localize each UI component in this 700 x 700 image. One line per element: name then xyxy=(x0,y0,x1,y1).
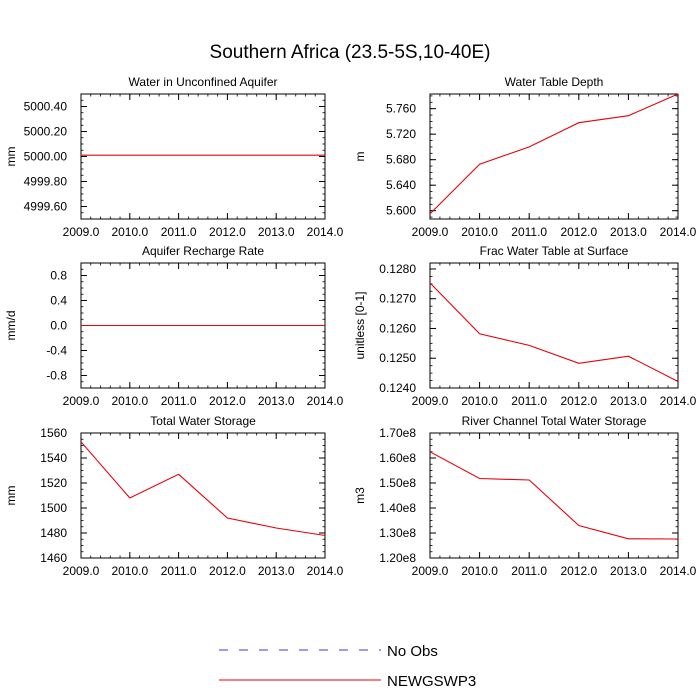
y-tick-label: -0.8 xyxy=(46,369,67,383)
x-tick-label: 2009.0 xyxy=(63,394,100,408)
y-tick-label: 0.0 xyxy=(50,319,67,333)
x-tick-label: 2012.0 xyxy=(209,564,246,578)
y-tick-label: 5.720 xyxy=(386,127,416,141)
y-tick-label: 1460 xyxy=(40,551,67,565)
x-tick-label: 2010.0 xyxy=(461,394,498,408)
x-tick-label: 2013.0 xyxy=(258,394,295,408)
y-tick-label: 1500 xyxy=(40,501,67,515)
x-tick-label: 2012.0 xyxy=(209,394,246,408)
y-tick-label: 1.30e8 xyxy=(379,526,416,540)
y-axis-label: mm xyxy=(4,147,18,167)
x-tick-label: 2014.0 xyxy=(307,394,344,408)
chart-title: Water Table Depth xyxy=(505,75,604,89)
y-tick-label: -0.4 xyxy=(46,344,67,358)
y-tick-label: 5000.20 xyxy=(24,125,68,139)
chart-title: Frac Water Table at Surface xyxy=(480,244,629,258)
series-line xyxy=(80,441,326,537)
plot-frame xyxy=(429,262,679,389)
chart-title: Water in Unconfined Aquifer xyxy=(129,75,278,89)
x-tick-label: 2013.0 xyxy=(610,394,647,408)
chart-panels: Water in Unconfined Aquifer mm 2009.0 2010.… xyxy=(4,75,697,578)
legend: No Obs NEWGSWP3 xyxy=(219,643,476,690)
y-tick-label: 4999.60 xyxy=(24,200,68,214)
chart-title: Total Water Storage xyxy=(150,414,256,428)
y-tick-label: 0.1240 xyxy=(379,381,416,395)
x-tick-label: 2014.0 xyxy=(660,564,697,578)
y-tick-label: 5000.00 xyxy=(24,150,68,164)
series-line xyxy=(429,282,679,382)
x-tick-label: 2012.0 xyxy=(560,394,597,408)
y-tick-label: 1540 xyxy=(40,451,67,465)
x-tick-label: 2010.0 xyxy=(111,225,148,239)
x-tick-label: 2011.0 xyxy=(511,225,547,239)
y-tick-label: 1520 xyxy=(40,476,67,490)
x-tick-label: 2011.0 xyxy=(511,394,547,408)
plot-frame xyxy=(429,93,679,220)
y-axis-label: m3 xyxy=(353,487,367,504)
chart-panel: Water in Unconfined Aquifer mm 2009.0 2010.… xyxy=(4,75,344,239)
y-tick-label: 0.1270 xyxy=(379,292,416,306)
y-tick-label: 5000.40 xyxy=(24,100,68,114)
x-tick-label: 2014.0 xyxy=(307,564,344,578)
x-tick-label: 2014.0 xyxy=(660,394,697,408)
x-tick-label: 2010.0 xyxy=(111,564,148,578)
x-tick-label: 2011.0 xyxy=(161,394,197,408)
chart-title: Aquifer Recharge Rate xyxy=(142,244,264,258)
y-axis-label: mm xyxy=(4,486,18,506)
series-line xyxy=(429,451,679,540)
x-tick-label: 2012.0 xyxy=(209,225,246,239)
x-tick-label: 2014.0 xyxy=(660,225,697,239)
chart-panel: River Channel Total Water Storage m3 2009.… xyxy=(353,414,697,578)
y-tick-label: 1.60e8 xyxy=(379,451,416,465)
plot-frame xyxy=(80,93,326,220)
x-tick-label: 2012.0 xyxy=(560,225,597,239)
chart-panel: Frac Water Table at Surface unitless [0-1… xyxy=(353,244,697,408)
y-tick-label: 1560 xyxy=(40,426,67,440)
y-tick-label: 5.760 xyxy=(386,102,416,116)
y-tick-label: 5.600 xyxy=(386,204,416,218)
y-tick-label: 0.1250 xyxy=(379,351,416,365)
y-axis-label: m xyxy=(353,152,367,162)
x-tick-label: 2014.0 xyxy=(307,225,344,239)
x-tick-label: 2009.0 xyxy=(63,225,100,239)
y-tick-label: 1.20e8 xyxy=(379,551,416,565)
figure-title: Southern Africa (23.5-5S,10-40E) xyxy=(210,42,491,63)
x-tick-label: 2013.0 xyxy=(258,564,295,578)
x-tick-label: 2011.0 xyxy=(511,564,547,578)
y-axis-label: unitless [0-1] xyxy=(353,291,367,359)
x-tick-label: 2011.0 xyxy=(161,225,197,239)
y-tick-label: 1480 xyxy=(40,526,67,540)
x-tick-label: 2009.0 xyxy=(412,225,449,239)
chart-title: River Channel Total Water Storage xyxy=(462,414,647,428)
y-tick-label: 0.4 xyxy=(50,294,67,308)
x-tick-label: 2011.0 xyxy=(161,564,197,578)
y-tick-label: 1.40e8 xyxy=(379,501,416,515)
y-tick-label: 0.8 xyxy=(50,269,67,283)
chart-panel: Aquifer Recharge Rate mm/d 2009.0 2010.0 201… xyxy=(4,244,344,408)
legend-label: No Obs xyxy=(387,643,438,660)
y-tick-label: 5.640 xyxy=(386,178,416,192)
x-tick-label: 2009.0 xyxy=(63,564,100,578)
x-tick-label: 2013.0 xyxy=(258,225,295,239)
y-tick-label: 1.50e8 xyxy=(379,476,416,490)
y-tick-label: 0.1260 xyxy=(379,321,416,335)
y-tick-label: 1.70e8 xyxy=(379,426,416,440)
x-tick-label: 2012.0 xyxy=(560,564,597,578)
y-axis-label: mm/d xyxy=(4,311,18,341)
x-tick-label: 2010.0 xyxy=(111,394,148,408)
x-tick-label: 2013.0 xyxy=(610,225,647,239)
x-tick-label: 2009.0 xyxy=(412,394,449,408)
x-tick-label: 2009.0 xyxy=(412,564,449,578)
series-line xyxy=(429,93,679,215)
x-tick-label: 2010.0 xyxy=(461,225,498,239)
y-tick-label: 5.680 xyxy=(386,153,416,167)
chart-panel: Total Water Storage mm 2009.0 2010.0 2011.0 2… xyxy=(4,414,344,578)
x-tick-label: 2010.0 xyxy=(461,564,498,578)
y-tick-label: 4999.80 xyxy=(24,175,68,189)
x-tick-label: 2013.0 xyxy=(610,564,647,578)
legend-label: NEWGSWP3 xyxy=(387,673,476,690)
y-tick-label: 0.1280 xyxy=(379,262,416,276)
chart-panel: Water Table Depth m 2009.0 2010.0 2011.0 2012… xyxy=(353,75,697,239)
